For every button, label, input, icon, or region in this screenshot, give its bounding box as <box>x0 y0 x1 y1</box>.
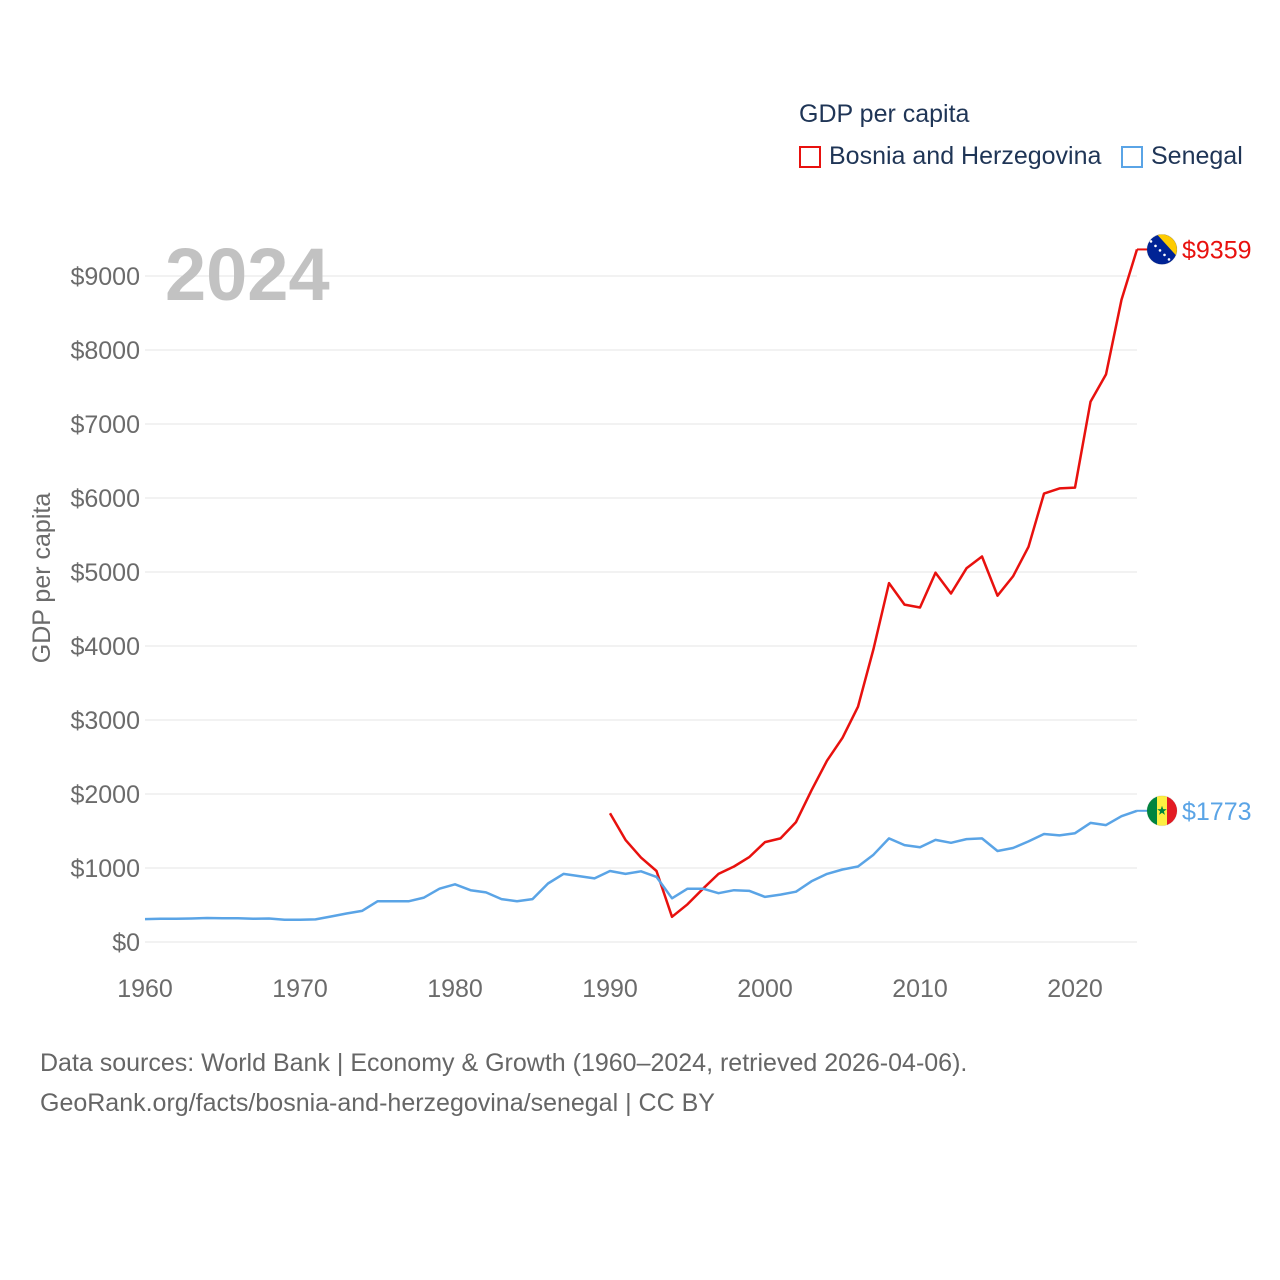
x-tick-label: 1980 <box>427 975 483 1003</box>
end-value-label-bosnia: $9359 <box>1182 236 1252 264</box>
legend-title: GDP per capita <box>799 100 970 128</box>
y-tick-label: $2000 <box>70 781 140 809</box>
legend-swatch-senegal <box>1121 145 1143 168</box>
y-tick-label: $1000 <box>70 855 140 883</box>
footer-line-1: Data sources: World Bank | Economy & Gro… <box>40 1049 968 1077</box>
x-tick-label: 2010 <box>892 975 948 1003</box>
legend-swatch-bosnia <box>799 145 821 168</box>
y-axis-label: GDP per capita <box>28 493 56 664</box>
y-tick-label: $5000 <box>70 559 140 587</box>
senegal-flag-icon <box>1146 795 1178 827</box>
x-tick-label: 1990 <box>582 975 638 1003</box>
x-tick-label: 2000 <box>737 975 793 1003</box>
legend-item-senegal[interactable]: Senegal <box>1121 142 1243 171</box>
y-axis-ticks: $0 $1000 $2000 $3000 $4000 $5000 $6000 $7000 $80… <box>70 263 140 957</box>
series-line-senegal[interactable] <box>144 809 1138 922</box>
y-tick-label: $6000 <box>70 485 140 513</box>
x-tick-label: 1970 <box>272 975 328 1003</box>
end-labels: $9359 $1773 <box>1137 233 1252 827</box>
y-tick-label: $4000 <box>70 633 140 661</box>
gridlines <box>145 275 1137 943</box>
y-tick-label: $7000 <box>70 411 140 439</box>
y-tick-label: $9000 <box>70 263 140 291</box>
legend-label-senegal: Senegal <box>1151 142 1243 170</box>
y-tick-label: $3000 <box>70 707 140 735</box>
footer-source: Data sources: World Bank | Economy & Gro… <box>40 1043 967 1123</box>
series-line-bosnia[interactable] <box>608 249 1139 919</box>
footer-line-2[interactable]: GeoRank.org/facts/bosnia-and-herzegovina… <box>40 1089 715 1117</box>
x-tick-label: 2020 <box>1047 975 1103 1003</box>
legend-label-bosnia: Bosnia and Herzegovina <box>829 142 1102 170</box>
end-value-label-senegal: $1773 <box>1182 798 1252 826</box>
y-tick-label: $0 <box>112 929 140 957</box>
x-axis-ticks: 1960 1970 1980 1990 2000 2010 2020 <box>117 975 1103 1003</box>
series-lines <box>144 249 1139 922</box>
x-tick-label: 1960 <box>117 975 173 1003</box>
year-label: 2024 <box>165 233 330 316</box>
bosnia-flag-icon <box>1146 233 1178 265</box>
legend-item-bosnia[interactable]: Bosnia and Herzegovina <box>799 142 1101 171</box>
y-tick-label: $8000 <box>70 337 140 365</box>
